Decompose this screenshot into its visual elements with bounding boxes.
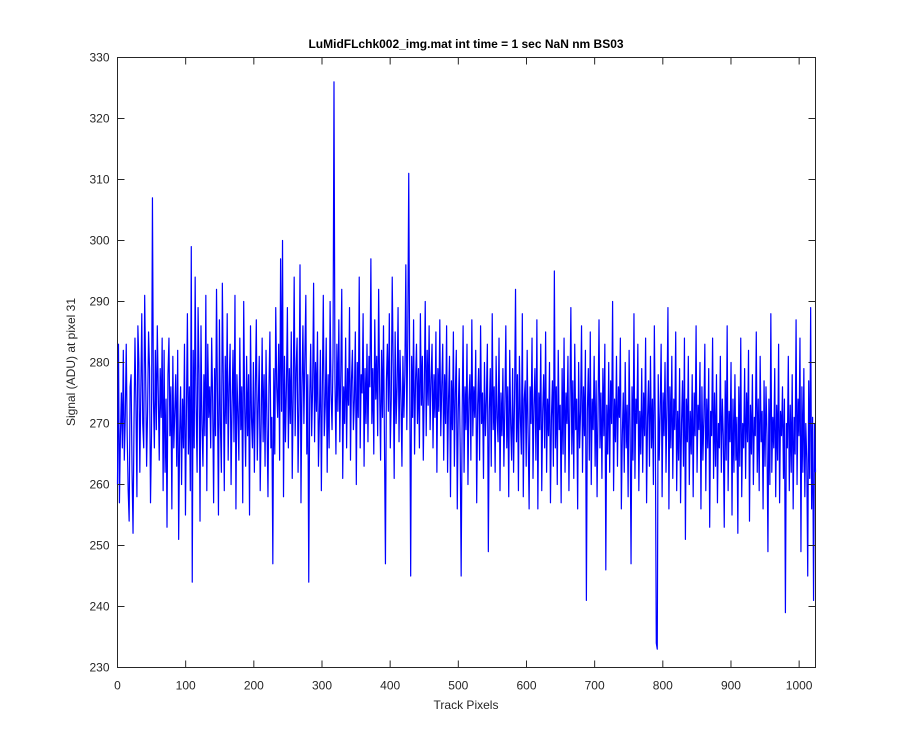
y-tick-label: 310 [89, 173, 109, 187]
data-series-group [116, 81, 817, 650]
x-tick-label: 400 [380, 679, 400, 693]
y-tick-label: 270 [89, 417, 109, 431]
x-tick-label: 600 [516, 679, 536, 693]
x-tick-label: 200 [244, 679, 264, 693]
y-tick-label: 280 [89, 356, 109, 370]
y-tick-label: 230 [89, 661, 109, 675]
x-tick-label: 1000 [786, 679, 813, 693]
x-tick-label: 300 [312, 679, 332, 693]
y-tick-label: 290 [89, 295, 109, 309]
y-tick-label: 320 [89, 112, 109, 126]
y-tick-label: 330 [89, 51, 109, 65]
x-tick-label: 500 [448, 679, 468, 693]
y-tick-label: 260 [89, 478, 109, 492]
y-tick-label: 250 [89, 539, 109, 553]
series-line-0 [116, 81, 817, 650]
x-tick-label: 800 [653, 679, 673, 693]
x-tick-label: 900 [721, 679, 741, 693]
y-tick-labels: 230 240 250 260 270 280 290 300 310 320 330 [89, 51, 109, 675]
y-tick-label: 300 [89, 234, 109, 248]
x-tick-label: 100 [176, 679, 196, 693]
y-tick-label: 240 [89, 600, 109, 614]
x-axis-label: Track Pixels [434, 698, 499, 712]
chart-title: LuMidFLchk002_img.mat int time = 1 sec N… [308, 37, 623, 51]
x-tick-label: 700 [585, 679, 605, 693]
axis-ticks [117, 57, 816, 668]
y-axis-label: Signal (ADU) at pixel 31 [64, 298, 78, 426]
x-tick-labels: 0 100 200 300 400 500 600 700 800 900 1000 [114, 679, 813, 693]
x-tick-label: 0 [114, 679, 121, 693]
